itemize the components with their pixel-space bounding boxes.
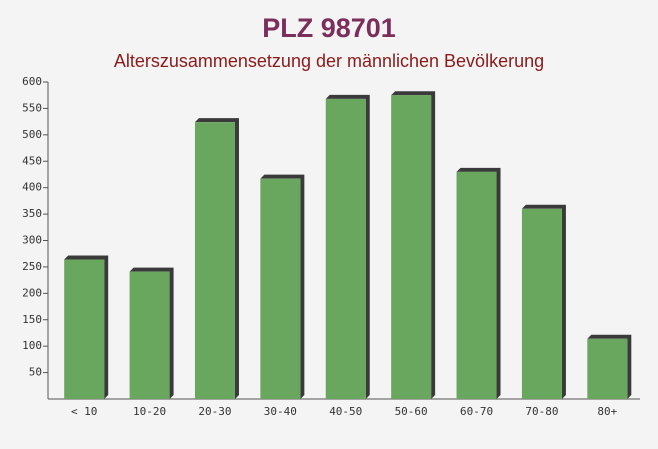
x-tick-label: 20-30 [198, 405, 231, 418]
y-tick-label: 500 [22, 128, 42, 141]
y-tick-label: 300 [22, 234, 42, 247]
y-tick-label: 200 [22, 286, 42, 299]
x-tick-label: 50-60 [395, 405, 428, 418]
bar [391, 95, 432, 399]
x-tick-label: < 10 [71, 405, 98, 418]
chart-subtitle: Alterszusammensetzung der männlichen Bev… [114, 51, 544, 71]
x-tick-label: 10-20 [133, 405, 166, 418]
bar [587, 338, 628, 399]
x-tick-label: 70-80 [525, 405, 558, 418]
bar [194, 122, 235, 400]
chart-title: PLZ 98701 [262, 13, 396, 43]
bar [521, 208, 562, 399]
x-tick-label: 30-40 [264, 405, 297, 418]
y-tick-label: 150 [22, 313, 42, 326]
bar [456, 171, 497, 399]
y-tick-label: 400 [22, 181, 42, 194]
bar [129, 271, 170, 399]
y-tick-label: 550 [22, 101, 42, 114]
bar [325, 98, 366, 399]
x-tick-label: 60-70 [460, 405, 493, 418]
bar [64, 259, 105, 399]
y-tick-label: 450 [22, 154, 42, 167]
x-tick-label: 80+ [597, 405, 617, 418]
x-tick-label: 40-50 [329, 405, 362, 418]
y-tick-label: 600 [22, 75, 42, 88]
y-tick-label: 250 [22, 260, 42, 273]
y-tick-label: 350 [22, 207, 42, 220]
y-tick-label: 50 [29, 366, 42, 379]
bar [260, 178, 301, 399]
y-tick-label: 100 [22, 339, 42, 352]
